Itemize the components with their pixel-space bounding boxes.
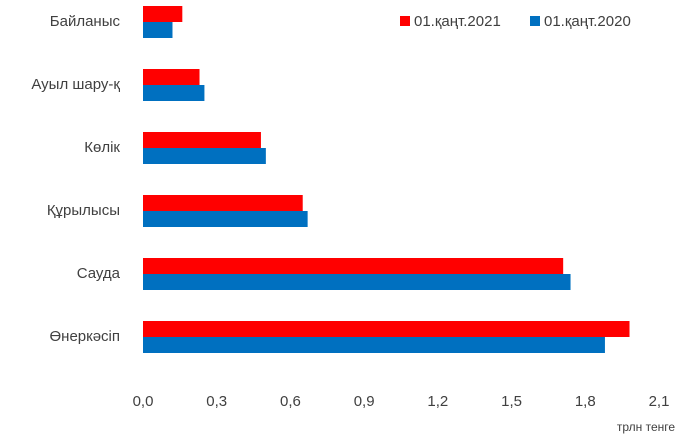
bar [143, 321, 630, 337]
bar [143, 211, 308, 227]
y-tick-label: Құрылысы [47, 202, 120, 219]
bar [143, 195, 303, 211]
y-tick-label: Өнеркәсіп [50, 328, 121, 345]
bar [143, 274, 571, 290]
x-tick-label: 0,9 [354, 393, 375, 410]
x-tick-label: 0,3 [206, 393, 227, 410]
bar [143, 132, 261, 148]
bar [143, 85, 205, 101]
x-axis-label: трлн тенге [617, 420, 675, 434]
x-tick-label: 0,6 [280, 393, 301, 410]
bar [143, 148, 266, 164]
x-tick-label: 1,2 [427, 393, 448, 410]
bar [143, 22, 173, 38]
legend-label: 01.қаңт.2020 [544, 13, 631, 30]
legend-swatch [530, 16, 540, 26]
legend-swatch [400, 16, 410, 26]
bar [143, 6, 183, 22]
y-tick-label: Көлік [84, 139, 120, 156]
y-tick-label: Ауыл шару-қ [31, 76, 120, 93]
bar [143, 258, 564, 274]
x-tick-label: 0,0 [133, 393, 154, 410]
x-tick-label: 2,1 [649, 393, 670, 410]
bar [143, 69, 200, 85]
y-tick-label: Сауда [77, 265, 121, 282]
x-tick-label: 1,8 [575, 393, 596, 410]
bar [143, 337, 605, 353]
y-tick-label: Байланыс [50, 13, 121, 30]
legend-label: 01.қаңт.2021 [414, 13, 501, 30]
x-tick-label: 1,5 [501, 393, 522, 410]
